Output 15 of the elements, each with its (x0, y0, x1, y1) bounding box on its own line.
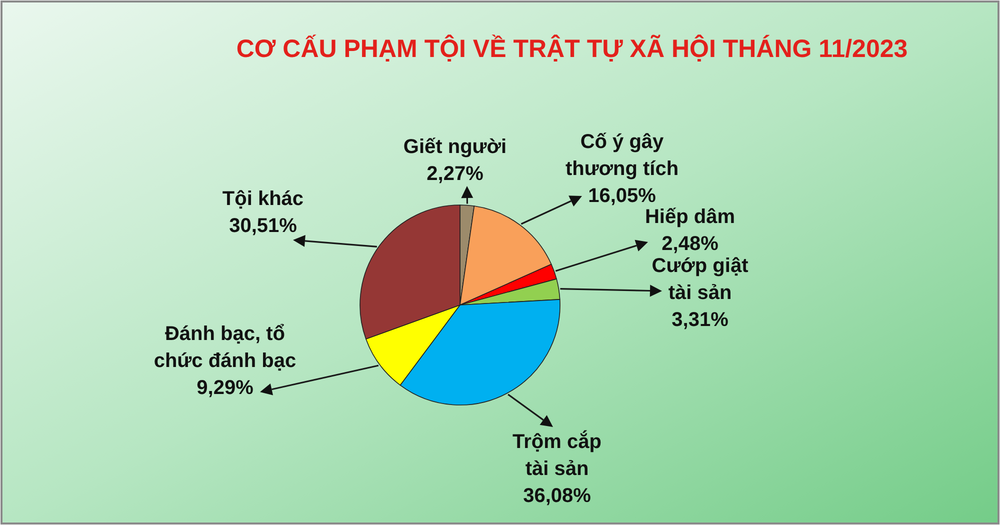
slice-label: Hiếp dâm (644, 206, 736, 228)
data-label: 2,27% (426, 163, 484, 185)
slice-label: Tội khác (222, 188, 304, 210)
data-label: 30,51% (229, 215, 298, 237)
slice-label: Cướp giật tài sản (652, 255, 749, 304)
data-label: 2,48% (662, 233, 719, 255)
data-label: 16,05% (588, 185, 656, 207)
slice-label: Giết người (403, 136, 507, 158)
data-label: 3,31% (672, 309, 729, 331)
slice-label: Đánh bạc, tổ chức đánh bạc (154, 323, 296, 372)
data-label: 9,29% (196, 377, 254, 399)
chart-title: CƠ CẤU PHẠM TỘI VỀ TRẬT TỰ XÃ HỘI THÁNG 11/2023 (236, 34, 908, 63)
slice-label: Trộm cắp tài sản (512, 430, 602, 480)
slice-label: Cố ý gây thương tích (565, 131, 679, 180)
data-label: 36,08% (523, 485, 592, 507)
